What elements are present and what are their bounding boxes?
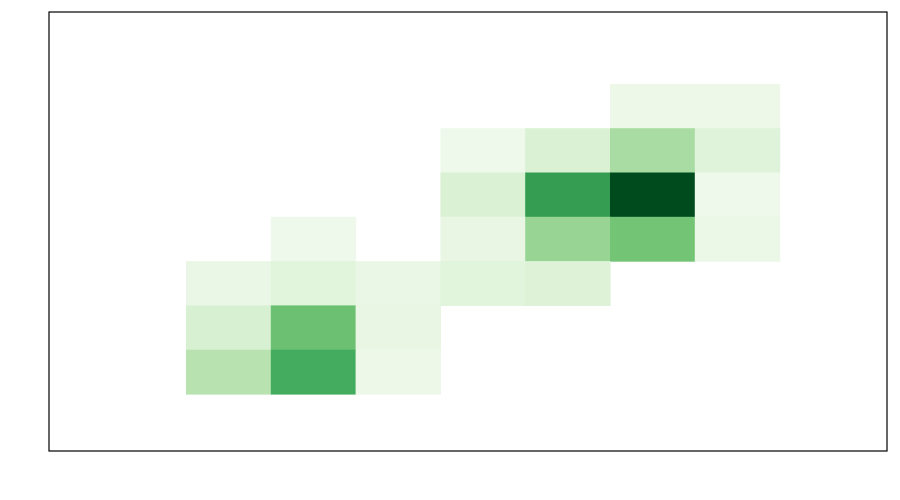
heatmap-cell [186, 261, 272, 306]
heatmap-cell [186, 305, 272, 351]
heatmap-cell [694, 172, 781, 218]
plot-frame [48, 11, 888, 452]
heatmap-cell [355, 261, 441, 306]
heatmap-cell [186, 349, 272, 395]
heatmap-cells [186, 83, 781, 395]
heatmap-cell [610, 216, 696, 262]
heatmap-cell [525, 172, 611, 218]
heatmap-cell [610, 172, 696, 218]
heatmap-cell [270, 349, 357, 395]
heatmap-cell [610, 83, 696, 129]
heatmap-cell [355, 305, 441, 351]
heatmap-cell [440, 172, 526, 218]
heatmap-cell [525, 261, 611, 306]
heatmap-cell [694, 83, 781, 129]
heatmap-cell [525, 128, 611, 174]
heatmap-cell [440, 128, 526, 174]
heatmap-cell [355, 349, 441, 395]
heatmap-cell [270, 305, 357, 351]
heatmap-cell [270, 216, 357, 262]
heatmap-cell [694, 128, 781, 174]
heatmap-cell [270, 261, 357, 306]
heatmap-cell [610, 128, 696, 174]
heatmap-cell [440, 261, 526, 306]
heatmap-cell [525, 216, 611, 262]
heatmap-cell [694, 216, 781, 262]
heatmap-cell [440, 216, 526, 262]
